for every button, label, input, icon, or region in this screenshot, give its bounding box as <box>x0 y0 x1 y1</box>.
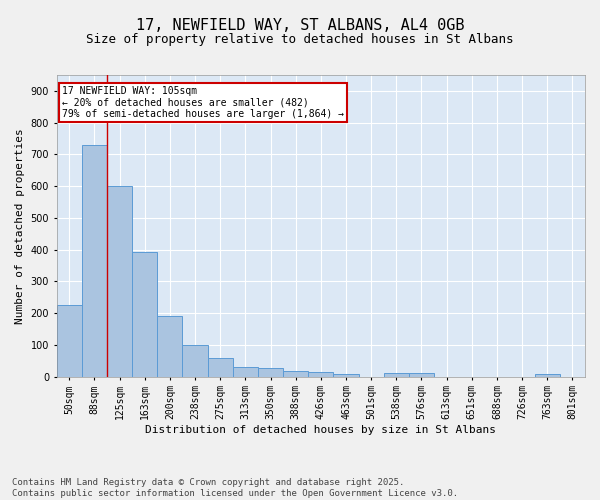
Bar <box>157 316 182 376</box>
Bar <box>283 371 308 376</box>
Bar <box>82 145 107 376</box>
Bar <box>56 305 82 376</box>
Text: 17, NEWFIELD WAY, ST ALBANS, AL4 0GB: 17, NEWFIELD WAY, ST ALBANS, AL4 0GB <box>136 18 464 32</box>
Bar <box>107 186 132 376</box>
Bar <box>233 367 258 376</box>
Bar <box>535 374 560 376</box>
Bar <box>409 374 434 376</box>
Text: 17 NEWFIELD WAY: 105sqm
← 20% of detached houses are smaller (482)
79% of semi-d: 17 NEWFIELD WAY: 105sqm ← 20% of detache… <box>62 86 344 119</box>
X-axis label: Distribution of detached houses by size in St Albans: Distribution of detached houses by size … <box>145 425 496 435</box>
Bar <box>258 368 283 376</box>
Bar <box>132 252 157 376</box>
Bar <box>334 374 359 376</box>
Bar <box>182 345 208 376</box>
Bar <box>384 372 409 376</box>
Text: Size of property relative to detached houses in St Albans: Size of property relative to detached ho… <box>86 32 514 46</box>
Y-axis label: Number of detached properties: Number of detached properties <box>15 128 25 324</box>
Bar <box>308 372 334 376</box>
Text: Contains HM Land Registry data © Crown copyright and database right 2025.
Contai: Contains HM Land Registry data © Crown c… <box>12 478 458 498</box>
Bar <box>208 358 233 376</box>
